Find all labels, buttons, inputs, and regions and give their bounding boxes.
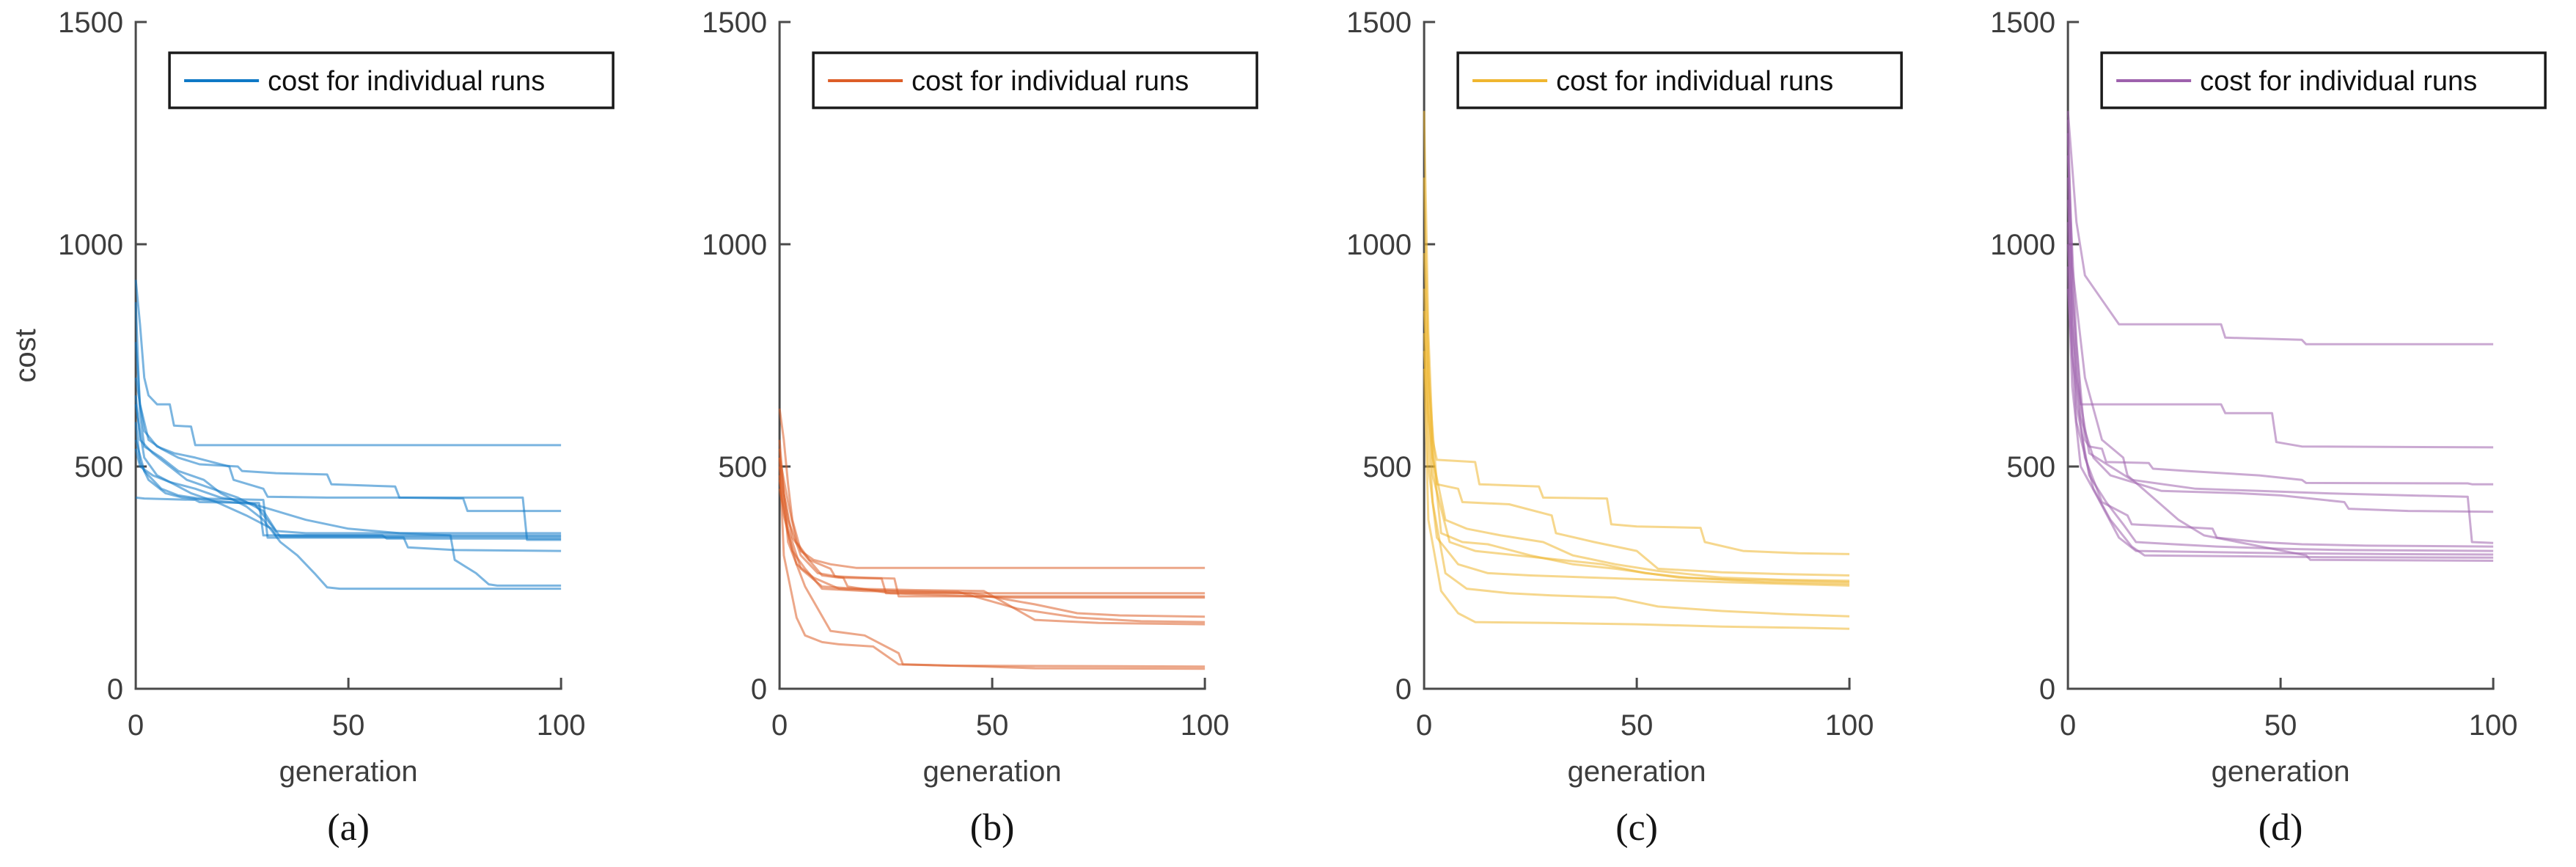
- run-line: [2066, 111, 2493, 345]
- labels-a: 0 500 1000 1500 0 50 100 generation cost…: [10, 7, 585, 849]
- legend-d: cost for individual runs: [2100, 51, 2547, 109]
- run-line: [778, 466, 1206, 599]
- run-line: [1423, 310, 1849, 585]
- y-axis-title: cost: [10, 329, 42, 382]
- y-tick-label: 1000: [702, 229, 767, 261]
- run-line: [1423, 351, 1849, 618]
- labels-d: 0 500 1000 1500 0 50 100 generation (d): [1990, 7, 2517, 849]
- run-line: [134, 301, 562, 590]
- run-line: [134, 403, 562, 537]
- x-tick-label: 100: [537, 709, 586, 742]
- panel-b: 0 500 1000 1500 0 50 100 generation (b) …: [644, 0, 1288, 867]
- run-line: [134, 377, 562, 541]
- subplot-caption: (a): [327, 807, 370, 849]
- x-tick-label: 50: [1620, 709, 1653, 742]
- runs-b: [778, 408, 1206, 670]
- y-tick-label: 500: [2006, 451, 2055, 483]
- legend-label: cost for individual runs: [2200, 66, 2477, 97]
- run-line: [2066, 120, 2493, 562]
- labels-b: 0 500 1000 1500 0 50 100 generation (b): [702, 7, 1229, 849]
- x-axis-title: generation: [2211, 756, 2349, 788]
- axes-b: [778, 21, 1206, 690]
- runs-d: [2066, 111, 2493, 562]
- run-line: [1423, 253, 1849, 582]
- run-line: [1423, 111, 1849, 555]
- x-tick-label: 0: [2060, 709, 2076, 742]
- run-line: [778, 448, 1206, 670]
- run-line: [1423, 288, 1849, 584]
- y-tick-label: 1000: [58, 229, 123, 261]
- run-line: [135, 496, 562, 540]
- run-line: [778, 408, 1206, 569]
- run-line: [1423, 368, 1849, 630]
- x-tick-label: 50: [976, 709, 1009, 742]
- y-tick-label: 1500: [1990, 7, 2055, 39]
- y-tick-label: 500: [719, 451, 768, 483]
- panel-d: 0 500 1000 1500 0 50 100 generation (d) …: [1932, 0, 2576, 867]
- run-line: [2066, 155, 2493, 486]
- x-tick-label: 0: [128, 709, 144, 742]
- plot-a: 0 500 1000 1500 0 50 100 generation cost…: [10, 7, 614, 849]
- run-line: [778, 489, 1206, 623]
- run-line: [2066, 200, 2493, 544]
- y-tick-label: 500: [1362, 451, 1412, 483]
- run-line: [778, 439, 1206, 595]
- labels-c: 0 500 1000 1500 0 50 100 generation (c): [1346, 7, 1874, 849]
- y-tick-label: 0: [751, 673, 767, 706]
- run-line: [1423, 178, 1849, 577]
- x-tick-label: 100: [1824, 709, 1874, 742]
- run-line: [778, 457, 1206, 668]
- x-tick-label: 100: [2469, 709, 2518, 742]
- run-line: [1423, 333, 1849, 587]
- y-tick-label: 1500: [58, 7, 123, 39]
- legend-label: cost for individual runs: [268, 66, 545, 97]
- run-line: [2066, 222, 2493, 548]
- legend-a: cost for individual runs: [168, 51, 614, 109]
- y-tick-label: 1500: [1346, 7, 1412, 39]
- panel-a: 0 500 1000 1500 0 50 100 generation cost…: [0, 0, 644, 867]
- legend-label: cost for individual runs: [911, 66, 1189, 97]
- legend-c: cost for individual runs: [1456, 51, 1903, 109]
- legend-label: cost for individual runs: [1556, 66, 1833, 97]
- y-tick-label: 0: [107, 673, 123, 706]
- x-axis-title: generation: [1567, 756, 1706, 788]
- x-axis-title: generation: [279, 756, 418, 788]
- y-tick-label: 1500: [702, 7, 767, 39]
- y-tick-label: 0: [2039, 673, 2055, 706]
- axes-c: [1423, 21, 1851, 690]
- run-line: [778, 457, 1206, 598]
- legend-b: cost for individual runs: [812, 51, 1259, 109]
- run-line: [134, 448, 562, 587]
- panel-c: 0 500 1000 1500 0 50 100 generation (c) …: [1288, 0, 1932, 867]
- x-tick-label: 0: [771, 709, 788, 742]
- run-line: [2066, 288, 2493, 559]
- x-tick-label: 50: [2264, 709, 2297, 742]
- y-tick-label: 500: [74, 451, 123, 483]
- y-tick-label: 1000: [1990, 229, 2055, 261]
- x-tick-label: 50: [332, 709, 365, 742]
- x-axis-title: generation: [923, 756, 1062, 788]
- run-line: [134, 279, 562, 447]
- run-line: [2066, 133, 2493, 449]
- subplot-caption: (b): [970, 807, 1015, 849]
- plot-b: 0 500 1000 1500 0 50 100 generation (b) …: [702, 7, 1259, 849]
- runs-c: [1423, 111, 1849, 630]
- y-tick-label: 1000: [1346, 229, 1412, 261]
- x-tick-label: 0: [1416, 709, 1432, 742]
- x-tick-label: 100: [1181, 709, 1230, 742]
- subplot-caption: (d): [2258, 807, 2303, 849]
- axes-d: [2066, 21, 2495, 690]
- run-line: [134, 342, 562, 513]
- run-line: [2066, 244, 2493, 552]
- run-line: [2066, 178, 2493, 513]
- y-tick-label: 0: [1395, 673, 1411, 706]
- plot-c: 0 500 1000 1500 0 50 100 generation (c) …: [1346, 7, 1903, 849]
- subplot-caption: (c): [1615, 807, 1658, 849]
- run-line: [134, 439, 562, 552]
- plot-d: 0 500 1000 1500 0 50 100 generation (d) …: [1990, 7, 2547, 849]
- run-line: [778, 479, 1206, 626]
- runs-a: [134, 279, 562, 590]
